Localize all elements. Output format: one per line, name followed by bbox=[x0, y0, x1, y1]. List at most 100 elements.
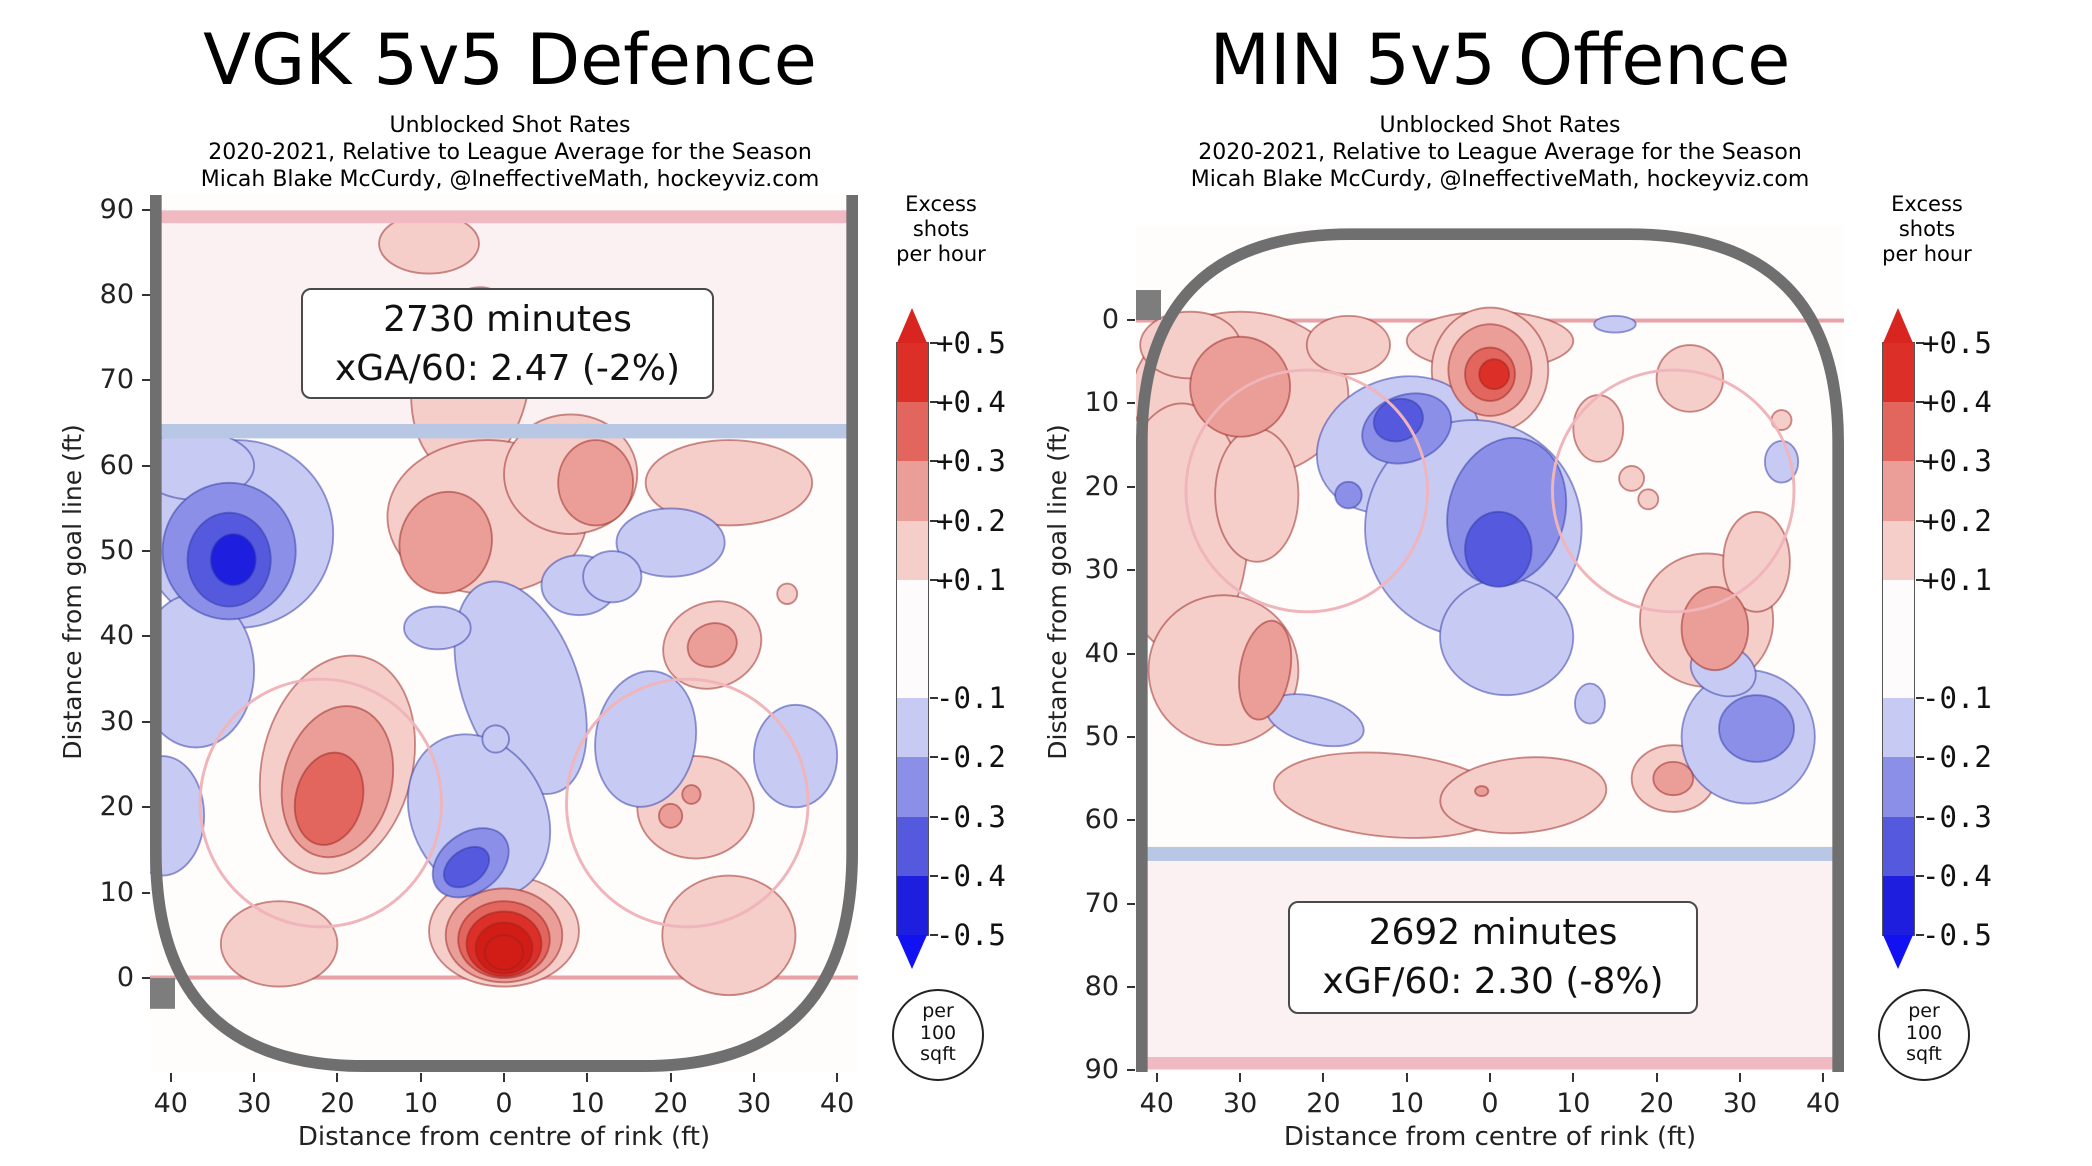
colorbar-tick-label: +0.3 bbox=[1922, 444, 1992, 479]
colorbar-segment bbox=[1883, 757, 1914, 817]
excess-shots-hotspot bbox=[1238, 619, 1293, 721]
x-tick-label: 40 bbox=[153, 1088, 188, 1119]
x-axis-label: Distance from centre of rink (ft) bbox=[297, 1122, 711, 1152]
shot-deficit-region bbox=[403, 605, 472, 651]
colorbar-tick-label: +0.3 bbox=[936, 444, 1006, 479]
y-tick-mark bbox=[1127, 1069, 1135, 1072]
excess-shots-hotspot bbox=[661, 874, 797, 997]
colorbar-under-arrow bbox=[1883, 935, 1913, 969]
colorbar-tick-label: -0.2 bbox=[1922, 740, 1992, 775]
y-tick-mark bbox=[1127, 652, 1135, 655]
colorbar-title-line: per hour bbox=[1882, 242, 1972, 266]
colorbar-tick-label: +0.5 bbox=[936, 326, 1006, 360]
excess-shots-hotspot bbox=[658, 802, 684, 829]
faceoff-circle bbox=[198, 677, 443, 929]
x-tick-mark bbox=[586, 1073, 589, 1082]
x-tick-mark bbox=[1405, 1073, 1408, 1082]
colorbar-tick-label: +0.4 bbox=[1922, 385, 1992, 420]
excess-shots-hotspot bbox=[219, 900, 339, 988]
y-tick-mark bbox=[1127, 735, 1135, 738]
x-tick-mark bbox=[1155, 1073, 1158, 1082]
colorbar-segment bbox=[1883, 875, 1914, 935]
y-tick-label: 40 bbox=[1084, 637, 1119, 669]
y-tick-mark bbox=[142, 891, 150, 894]
colorbar-tick-label: -0.4 bbox=[1922, 858, 1992, 893]
minutes-value: 2692 minutes bbox=[1368, 912, 1618, 953]
y-tick-mark bbox=[1127, 819, 1135, 822]
colorbar-tick-mark bbox=[930, 401, 938, 404]
y-tick-label: 50 bbox=[1084, 720, 1119, 752]
per-100-sqft-badge: per 100 sqft bbox=[1878, 989, 1970, 1081]
y-tick-mark bbox=[1127, 485, 1135, 488]
x-tick-label: 30 bbox=[1722, 1088, 1758, 1119]
x-tick-mark bbox=[169, 1073, 172, 1082]
shot-deficit-region bbox=[582, 550, 643, 604]
y-tick-label: 80 bbox=[1084, 970, 1119, 1002]
colorbar-tick-mark bbox=[930, 934, 938, 936]
colorbar-under-arrow bbox=[897, 935, 927, 969]
shot-deficit-region bbox=[1718, 694, 1795, 763]
shot-deficit-region bbox=[615, 507, 726, 578]
colorbar-segment bbox=[897, 757, 928, 817]
excess-shots-hotspot bbox=[1652, 760, 1695, 797]
y-tick-mark bbox=[142, 379, 150, 382]
rink-heatmap-plot bbox=[150, 195, 858, 1072]
x-tick-mark bbox=[752, 1073, 755, 1082]
excess-shots-hotspot bbox=[1618, 465, 1646, 492]
shot-deficit-region bbox=[1439, 577, 1575, 697]
colorbar-segment bbox=[897, 461, 928, 521]
per-100-sqft-text: sqft bbox=[1906, 1043, 1942, 1065]
x-tick-label: 40 bbox=[1139, 1088, 1174, 1119]
rink-heatmap-svg bbox=[150, 195, 858, 1072]
colorbar-segment bbox=[1883, 461, 1914, 521]
colorbar-tick-mark bbox=[1916, 519, 1924, 522]
minutes-value: 2730 minutes bbox=[383, 299, 632, 340]
shot-deficit-region bbox=[481, 724, 510, 754]
colorbar-gradient bbox=[1882, 342, 1915, 936]
faceoff-circle bbox=[1184, 368, 1429, 614]
colorbar-segment bbox=[897, 579, 928, 699]
y-tick-label: 30 bbox=[1084, 554, 1119, 586]
colorbar-over-arrow bbox=[897, 308, 927, 343]
y-tick-label: 30 bbox=[99, 705, 134, 737]
colorbar-segment bbox=[897, 343, 928, 403]
y-tick-label: 70 bbox=[1084, 887, 1119, 919]
faceoff-circle bbox=[1551, 368, 1796, 614]
y-tick-label: 70 bbox=[99, 364, 134, 396]
y-tick-label: 10 bbox=[1084, 387, 1119, 419]
blue-line bbox=[1136, 846, 1844, 862]
rink-boards bbox=[150, 195, 858, 1072]
per-100-sqft-text: 100 bbox=[1905, 1021, 1943, 1044]
x-tick-label: 20 bbox=[320, 1088, 355, 1119]
shot-deficit-region bbox=[1763, 440, 1800, 484]
colorbar-tick-mark bbox=[1916, 578, 1924, 581]
excess-shots-hotspot bbox=[398, 490, 493, 595]
y-tick-label: 0 bbox=[1101, 304, 1119, 336]
shot-deficit-region bbox=[1464, 510, 1533, 588]
colorbar-tick-mark bbox=[930, 697, 938, 700]
y-tick-label: 80 bbox=[99, 278, 134, 310]
excess-shots-hotspot bbox=[776, 582, 799, 605]
colorbar-segment bbox=[1883, 520, 1914, 580]
y-tick-label: 90 bbox=[99, 193, 134, 225]
y-tick-label: 20 bbox=[99, 791, 134, 823]
x-tick-label: 20 bbox=[1639, 1088, 1674, 1119]
excess-shots-hotspot bbox=[681, 784, 702, 805]
x-tick-mark bbox=[1322, 1073, 1325, 1082]
colorbar-tick-mark bbox=[1916, 756, 1924, 759]
excess-shots-hotspot bbox=[1214, 427, 1300, 563]
colorbar-over-arrow bbox=[1883, 308, 1913, 343]
excess-shots-hotspot bbox=[1722, 510, 1791, 613]
colorbar-segment bbox=[1883, 579, 1914, 699]
per-100-sqft-text: 100 bbox=[919, 1021, 957, 1044]
x-tick-label: 20 bbox=[653, 1088, 688, 1119]
x-tick-label: 30 bbox=[736, 1088, 772, 1119]
panel-subtitle: Unblocked Shot Rates 2020-2021, Relative… bbox=[110, 112, 910, 193]
colorbar-tick-mark bbox=[930, 815, 938, 818]
subtitle-line: Unblocked Shot Rates bbox=[389, 113, 631, 138]
x-tick-label: 10 bbox=[403, 1088, 438, 1119]
rink-boards bbox=[1136, 228, 1844, 1072]
x-tick-mark bbox=[1822, 1073, 1825, 1082]
excess-shots-hotspot bbox=[483, 934, 525, 971]
subtitle-line: 2020-2021, Relative to League Average fo… bbox=[208, 140, 812, 165]
